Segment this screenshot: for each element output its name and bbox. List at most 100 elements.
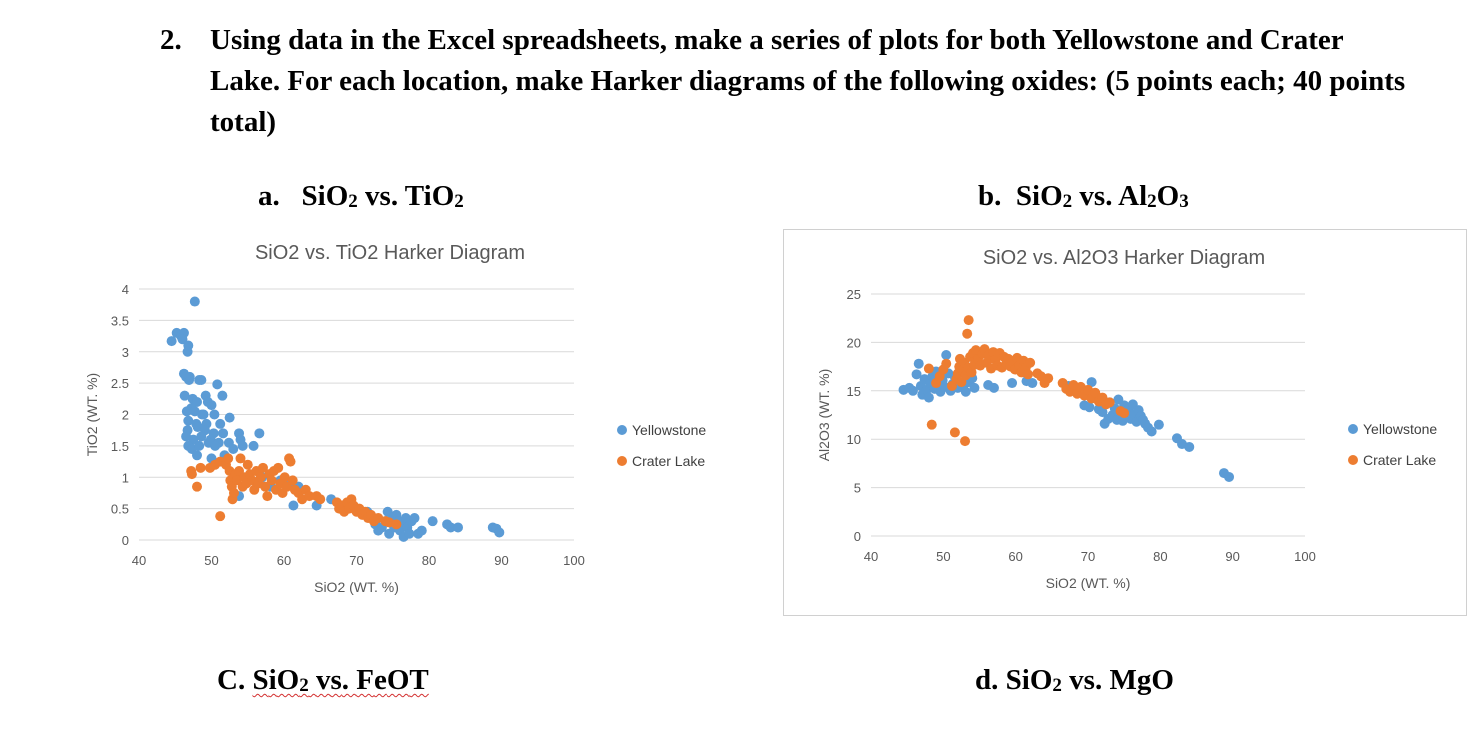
al2o3-crater-lake-point: [1104, 397, 1115, 408]
tio2-yellowstone-point: [177, 334, 188, 345]
al2o3-crater-lake-point: [1043, 373, 1054, 384]
tio2-crater-lake-point: [281, 481, 292, 492]
subheading-b-prefix: b.: [978, 180, 1002, 212]
al2o3-y-tick-label: 5: [854, 481, 861, 496]
tio2-crater-lake-point: [287, 475, 298, 486]
al2o3-crater-lake-point: [1119, 408, 1130, 419]
al2o3-legend-crater-lake-marker: [1348, 455, 1358, 465]
tio2-yellowstone-point: [182, 346, 193, 357]
subheading-d: d. SiO2 vs. MgO: [975, 664, 1174, 697]
tio2-y-tick-label: 1: [122, 470, 129, 485]
tio2-crater-lake-point: [195, 462, 206, 473]
al2o3-yellowstone-point: [1007, 378, 1018, 389]
tio2-crater-lake-point: [262, 491, 273, 502]
tio2-yellowstone-point: [194, 440, 205, 451]
tio2-yellowstone-point: [210, 440, 221, 451]
tio2-x-tick-label: 100: [563, 553, 585, 568]
tio2-crater-lake-point: [186, 469, 197, 480]
tio2-x-axis-label: SiO2 (WT. %): [314, 579, 399, 595]
tio2-yellowstone-point: [288, 500, 299, 511]
al2o3-yellowstone-point: [960, 386, 971, 397]
subheading-c: C. SiO2 vs. FeOT: [217, 664, 429, 697]
tio2-crater-lake-point: [285, 456, 296, 467]
al2o3-legend-crater-lake-label: Crater Lake: [1363, 452, 1436, 468]
tio2-legend-yellowstone-label: Yellowstone: [632, 422, 706, 438]
tio2-yellowstone-point: [218, 428, 229, 439]
al2o3-y-tick-label: 10: [847, 432, 861, 447]
tio2-yellowstone-point: [184, 371, 195, 382]
al2o3-yellowstone-point: [941, 349, 952, 360]
question-text: Using data in the Excel spreadsheets, ma…: [210, 24, 1406, 138]
tio2-x-tick-label: 40: [132, 553, 146, 568]
tio2-harker-chart: SiO2 vs. TiO2 Harker Diagram 0 0.5 1 1.5 2 2.5…: [84, 242, 706, 595]
tio2-legend-crater-lake-marker: [617, 456, 627, 466]
tio2-y-tick-label: 0: [122, 533, 129, 548]
al2o3-yellowstone-point: [1184, 441, 1195, 452]
al2o3-x-tick-label: 40: [864, 549, 878, 564]
tio2-y-tick-label: 0.5: [111, 502, 129, 517]
al2o3-y-axis-label: Al2O3 (WT. %): [816, 369, 832, 462]
tio2-yellowstone-point: [212, 379, 223, 390]
al2o3-yellowstone-point: [913, 358, 924, 369]
tio2-crater-lake-point: [391, 519, 402, 530]
al2o3-harker-chart: SiO2 vs. Al2O3 Harker Diagram 0 5 10 15 20 25 4…: [816, 247, 1437, 591]
tio2-yellowstone-point: [445, 522, 456, 533]
subheading-c-text: SiO2 vs. FeOT: [252, 664, 429, 696]
tio2-yellowstone-point: [181, 406, 192, 417]
al2o3-legend-yellowstone-marker: [1348, 424, 1358, 434]
tio2-crater-lake-point: [304, 491, 315, 502]
tio2-y-tick-label: 3.5: [111, 313, 129, 328]
al2o3-crater-lake-point: [966, 367, 977, 378]
tio2-yellowstone-point: [228, 444, 239, 455]
al2o3-x-tick-label: 70: [1081, 549, 1095, 564]
tio2-yellowstone-point: [453, 522, 463, 533]
tio2-crater-lake-point: [266, 475, 277, 486]
al2o3-crater-lake-point: [923, 363, 934, 374]
tio2-yellowstone-point: [166, 336, 177, 347]
tio2-chart-title: SiO2 vs. TiO2 Harker Diagram: [255, 242, 525, 264]
al2o3-crater-lake-point: [1090, 387, 1101, 398]
tio2-x-tick-label: 50: [204, 553, 218, 568]
subheading-a-prefix: a.: [258, 180, 280, 212]
tio2-x-tick-label: 70: [349, 553, 363, 568]
tio2-crater-lake-point: [192, 481, 202, 492]
tio2-y-tick-label: 2: [122, 408, 129, 423]
al2o3-yellowstone-point: [1153, 419, 1164, 430]
al2o3-crater-lake-point: [1025, 357, 1036, 368]
al2o3-crater-lake-point: [963, 315, 974, 326]
tio2-yellowstone-point: [494, 527, 505, 538]
tio2-crater-lake-point: [257, 462, 268, 473]
al2o3-y-tick-label: 25: [847, 287, 861, 302]
tio2-yellowstone-point: [198, 409, 209, 420]
tio2-yellowstone-point: [409, 513, 420, 524]
al2o3-x-tick-label: 100: [1294, 549, 1316, 564]
subheading-d-prefix: d.: [975, 664, 999, 696]
al2o3-crater-lake-point: [962, 328, 973, 339]
al2o3-y-tick-label: 20: [847, 335, 861, 350]
al2o3-yellowstone-point: [1097, 407, 1108, 418]
al2o3-x-tick-label: 50: [936, 549, 950, 564]
tio2-yellowstone-point: [206, 400, 217, 411]
al2o3-crater-lake-point: [1022, 369, 1033, 380]
tio2-crater-lake-point: [215, 511, 226, 522]
tio2-yellowstone-point: [192, 396, 202, 407]
tio2-y-axis-label: TiO2 (WT. %): [84, 373, 100, 456]
tio2-y-tick-label: 3: [122, 345, 129, 360]
al2o3-crater-lake-point: [926, 419, 937, 430]
tio2-legend-yellowstone-marker: [617, 425, 627, 435]
al2o3-yellowstone-point: [1027, 378, 1038, 389]
subheading-b: b. SiO2 vs. Al2O3: [978, 180, 1189, 213]
tio2-yellowstone-point: [427, 516, 438, 527]
tio2-y-tick-label: 1.5: [111, 439, 129, 454]
al2o3-yellowstone-point: [969, 382, 980, 393]
tio2-yellowstone-point: [196, 431, 207, 442]
tio2-yellowstone-point: [416, 525, 427, 536]
tio2-yellowstone-point: [224, 412, 235, 423]
tio2-y-tick-label: 2.5: [111, 376, 129, 391]
al2o3-crater-lake-point: [960, 436, 971, 447]
tio2-x-tick-label: 60: [277, 553, 291, 568]
al2o3-x-axis-label: SiO2 (WT. %): [1046, 575, 1131, 591]
tio2-yellowstone-point: [179, 390, 190, 401]
al2o3-yellowstone-point: [1086, 377, 1097, 388]
tio2-yellowstone-point: [254, 428, 265, 439]
